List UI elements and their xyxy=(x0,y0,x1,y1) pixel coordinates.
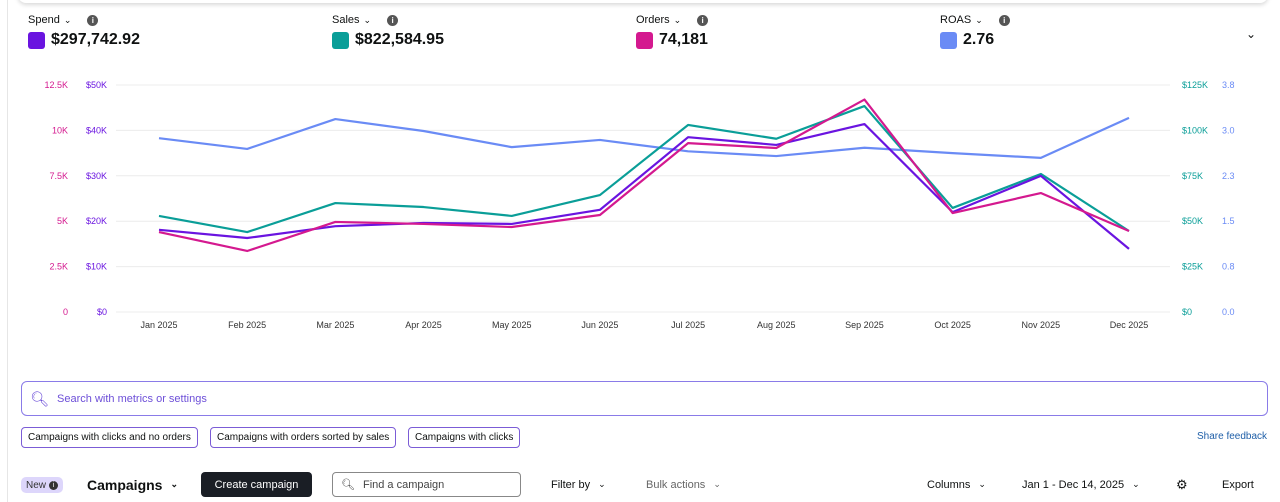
chevron-down-icon[interactable]: ⌄ xyxy=(975,14,983,25)
campaigns-dropdown[interactable]: Campaigns ⌄ xyxy=(87,472,178,497)
chevron-down-icon[interactable]: ⌄ xyxy=(363,14,372,25)
metric-value: $297,742.92 xyxy=(51,31,140,48)
chevron-down-icon: ⌄ xyxy=(170,479,179,489)
chevron-down-icon: ⌄ xyxy=(598,479,606,489)
y-tick-spend: $40K xyxy=(86,125,107,135)
new-label: New xyxy=(26,479,47,491)
x-tick-label: Jul 2025 xyxy=(671,320,705,330)
y-tick-roas: 3.0 xyxy=(1222,125,1235,135)
performance-chart: 0 $0 $0 0.0 2.5K $10K $25K 0.8 5K $20K $50K 1.5 7.5K… xyxy=(44,80,1235,330)
y-tick-sales: $25K xyxy=(1182,262,1203,272)
y-tick-orders: 12.5K xyxy=(44,80,68,90)
ai-search-icon: 🔍︎ xyxy=(30,390,50,408)
y-tick-orders: 5K xyxy=(57,216,68,226)
x-tick-label: Apr 2025 xyxy=(405,320,442,330)
y-tick-spend: $20K xyxy=(86,216,107,226)
y-tick-sales: $100K xyxy=(1182,125,1208,135)
y-tick-orders: 10K xyxy=(52,125,68,135)
color-swatch xyxy=(940,31,957,49)
y-tick-sales: $0 xyxy=(1182,307,1192,317)
color-swatch xyxy=(332,31,349,49)
find-placeholder: Find a campaign xyxy=(362,478,445,491)
x-tick-label: Nov 2025 xyxy=(1022,320,1061,330)
info-icon[interactable]: i xyxy=(998,14,1010,26)
collapse-chevron-icon[interactable]: ⌄ xyxy=(1246,27,1257,41)
y-tick-roas: 0.8 xyxy=(1222,262,1235,272)
chevron-down-icon: ⌄ xyxy=(978,479,986,489)
y-tick-roas: 1.5 xyxy=(1222,216,1235,226)
search-input[interactable]: 🔍︎ Search with metrics or settings xyxy=(21,381,1268,416)
search-icon: 🔍︎ xyxy=(341,479,355,491)
new-badge: New i xyxy=(21,477,64,493)
y-tick-roas: 0.0 xyxy=(1222,307,1235,317)
metric-label: Sales xyxy=(332,14,360,26)
y-tick-roas: 3.8 xyxy=(1222,80,1235,90)
y-tick-roas: 2.3 xyxy=(1222,171,1235,181)
find-campaign-input[interactable]: 🔍︎ Find a campaign xyxy=(332,472,521,497)
y-tick-spend: $0 xyxy=(97,307,107,317)
y-tick-sales: $75K xyxy=(1182,171,1203,181)
filter-by-dropdown[interactable]: Filter by ⌄ xyxy=(551,472,606,497)
share-feedback-link[interactable]: Share feedback xyxy=(1197,431,1268,442)
chevron-down-icon[interactable]: ⌄ xyxy=(63,14,72,25)
series-line-sales xyxy=(158,104,1130,234)
chevron-down-icon[interactable]: ⌄ xyxy=(673,14,682,25)
campaigns-title: Campaigns xyxy=(87,476,163,493)
y-tick-spend: $30K xyxy=(86,171,107,181)
chip-orders-by-sales[interactable]: Campaigns with orders sorted by sales xyxy=(210,427,397,448)
metric-roas[interactable]: ROAS ⌄ i 2.76 xyxy=(940,14,1010,49)
y-tick-sales: $125K xyxy=(1182,80,1208,90)
metric-label: Spend xyxy=(28,14,60,26)
y-tick-orders: 7.5K xyxy=(49,171,68,181)
y-tick-spend: $50K xyxy=(86,80,107,90)
metric-label: Orders xyxy=(636,14,670,26)
series-line-spend xyxy=(158,122,1130,250)
metric-sales[interactable]: Sales ⌄ i $822,584.95 xyxy=(332,14,444,49)
gear-icon[interactable]: ⚙ xyxy=(1176,476,1188,492)
x-tick-label: Feb 2025 xyxy=(228,320,266,330)
bulk-label: Bulk actions xyxy=(646,478,706,491)
y-tick-orders: 2.5K xyxy=(49,262,68,272)
metric-spend[interactable]: Spend ⌄ i $297,742.92 xyxy=(28,14,140,49)
metric-value: 74,181 xyxy=(659,31,708,48)
info-icon[interactable]: i xyxy=(49,480,59,490)
series-line-orders xyxy=(158,98,1130,253)
color-swatch xyxy=(636,31,653,49)
x-tick-label: May 2025 xyxy=(492,320,532,330)
bulk-actions-dropdown[interactable]: Bulk actions ⌄ xyxy=(646,472,721,497)
metric-orders[interactable]: Orders ⌄ i 74,181 xyxy=(636,14,709,49)
y-tick-sales: $50K xyxy=(1182,216,1203,226)
columns-dropdown[interactable]: Columns ⌄ xyxy=(927,472,986,497)
x-tick-label: Sep 2025 xyxy=(845,320,884,330)
color-swatch xyxy=(28,31,45,49)
top-panel xyxy=(18,0,1268,3)
info-icon[interactable]: i xyxy=(87,14,99,26)
chevron-down-icon: ⌄ xyxy=(1132,479,1140,489)
x-tick-label: Oct 2025 xyxy=(934,320,971,330)
x-tick-label: Dec 2025 xyxy=(1110,320,1149,330)
x-tick-label: Aug 2025 xyxy=(757,320,796,330)
export-button[interactable]: Export xyxy=(1222,478,1254,491)
search-placeholder: Search with metrics or settings xyxy=(57,392,207,405)
metric-label: ROAS xyxy=(940,14,972,26)
date-range-dropdown[interactable]: Jan 1 - Dec 14, 2025 ⌄ xyxy=(1022,472,1140,497)
metric-value: $822,584.95 xyxy=(355,31,444,48)
x-tick-label: Jan 2025 xyxy=(140,320,177,330)
columns-label: Columns xyxy=(927,478,971,491)
metric-value: 2.76 xyxy=(963,31,995,48)
filter-label: Filter by xyxy=(551,478,591,491)
info-icon[interactable]: i xyxy=(387,14,399,26)
x-tick-label: Jun 2025 xyxy=(581,320,618,330)
x-tick-label: Mar 2025 xyxy=(316,320,354,330)
chip-clicks-no-orders[interactable]: Campaigns with clicks and no orders xyxy=(21,427,198,448)
date-label: Jan 1 - Dec 14, 2025 xyxy=(1022,478,1125,491)
y-tick-orders: 0 xyxy=(63,307,68,317)
series-line-roas xyxy=(158,116,1130,159)
create-campaign-button[interactable]: Create campaign xyxy=(201,472,312,497)
chip-with-clicks[interactable]: Campaigns with clicks xyxy=(408,427,521,448)
info-icon[interactable]: i xyxy=(697,14,709,26)
chevron-down-icon: ⌄ xyxy=(713,479,721,489)
y-tick-spend: $10K xyxy=(86,262,107,272)
divider xyxy=(7,0,8,502)
